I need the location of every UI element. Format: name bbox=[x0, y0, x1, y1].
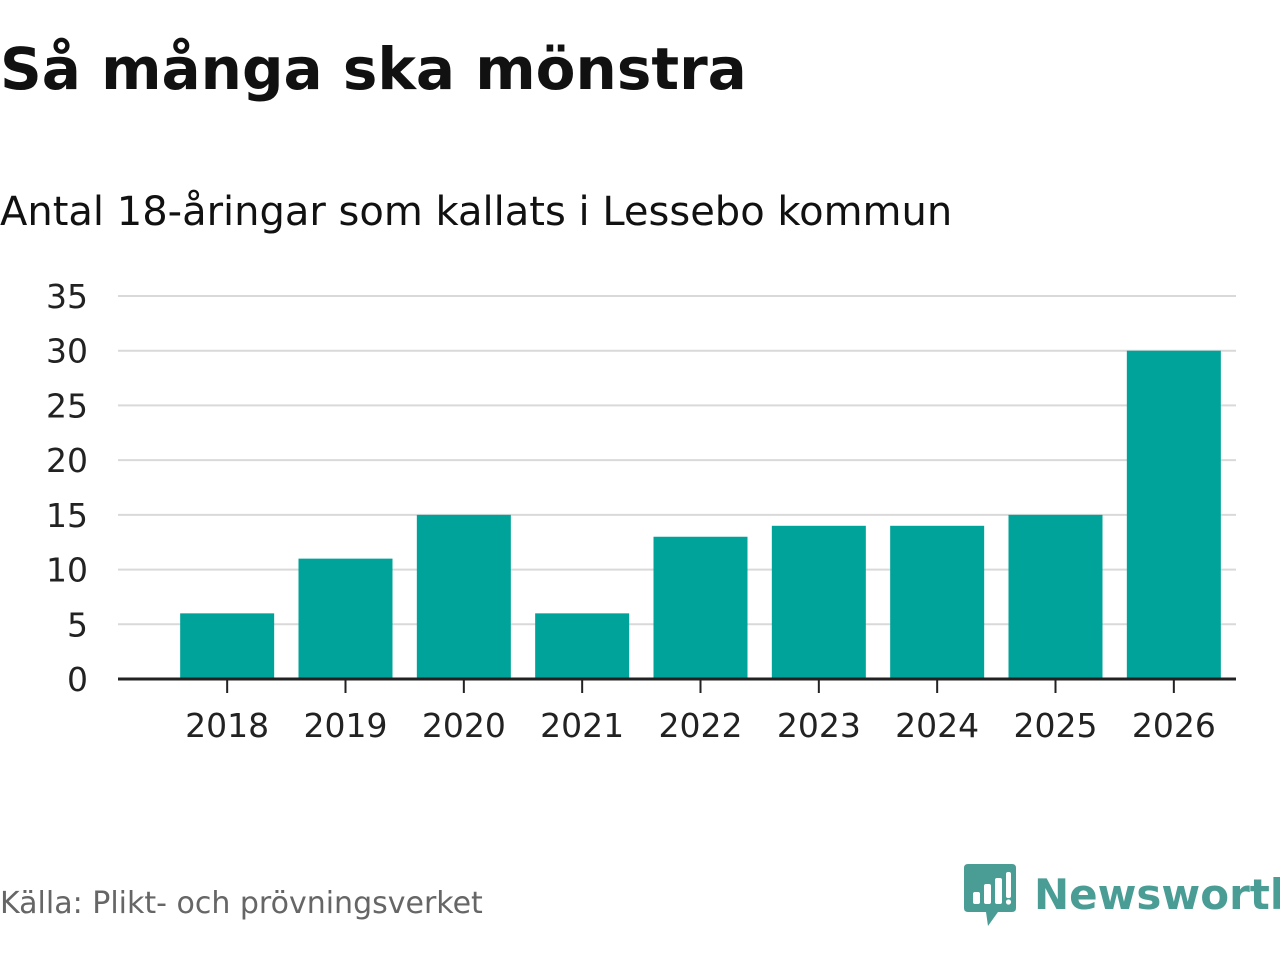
newsworthy-logo[interactable]: Newsworthy bbox=[964, 864, 1280, 926]
x-tick-label: 2021 bbox=[540, 706, 624, 745]
chart-title: Så många ska mönstra bbox=[0, 35, 747, 103]
x-tick-label: 2022 bbox=[659, 706, 743, 745]
bar-2022 bbox=[653, 536, 748, 679]
x-axis-ticks: 2018 2019 2020 2021 2022 2023 2024 2025 2026 bbox=[185, 679, 1216, 745]
bar-2026 bbox=[1126, 350, 1221, 679]
bar-2020 bbox=[416, 514, 511, 679]
bar-2024 bbox=[890, 525, 985, 679]
bars bbox=[180, 350, 1221, 679]
x-tick-label: 2018 bbox=[185, 706, 269, 745]
y-tick-label: 15 bbox=[46, 496, 88, 535]
newsworthy-logo-icon bbox=[964, 864, 1016, 926]
x-tick-label: 2025 bbox=[1014, 706, 1098, 745]
x-tick-label: 2023 bbox=[777, 706, 861, 745]
bar-2025 bbox=[1008, 514, 1103, 679]
y-tick-label: 10 bbox=[46, 551, 88, 590]
x-tick-label: 2020 bbox=[422, 706, 506, 745]
y-tick-label: 20 bbox=[46, 441, 88, 480]
y-tick-label: 25 bbox=[46, 386, 88, 425]
y-tick-label: 35 bbox=[46, 277, 88, 316]
x-tick-label: 2024 bbox=[895, 706, 979, 745]
y-tick-label: 30 bbox=[46, 332, 88, 371]
y-axis-ticks: 0 5 10 15 20 25 30 35 bbox=[46, 277, 88, 699]
bar-2021 bbox=[535, 613, 630, 679]
bar-2023 bbox=[771, 525, 866, 679]
chart-subtitle: Antal 18-åringar som kallats i Lessebo k… bbox=[0, 189, 953, 235]
y-tick-label: 0 bbox=[67, 660, 88, 699]
x-tick-label: 2026 bbox=[1132, 706, 1216, 745]
source-note: Källa: Plikt- och prövningsverket bbox=[0, 886, 483, 921]
y-tick-label: 5 bbox=[67, 605, 88, 644]
x-tick-label: 2019 bbox=[304, 706, 388, 745]
bar-2019 bbox=[298, 558, 393, 679]
bar-2018 bbox=[180, 613, 275, 679]
brand-name: Newsworthy bbox=[1034, 870, 1280, 919]
